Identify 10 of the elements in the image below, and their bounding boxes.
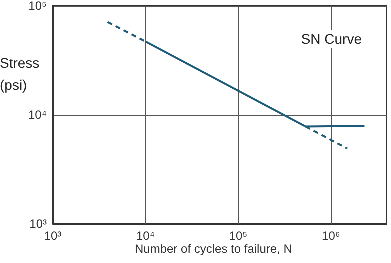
y-tick-label: 10⁵ (28, 0, 48, 13)
y-axis-title: Stress (psi) (0, 55, 40, 93)
x-tick-label: 10³ (44, 229, 62, 243)
y-tick-label: 10⁴ (28, 108, 47, 122)
text: SN Curve (301, 31, 362, 47)
x-tick-label: 10⁵ (229, 229, 248, 243)
x-tick-label: 10⁶ (322, 229, 340, 243)
x-axis-title: Number of cycles to failure, N (135, 242, 292, 256)
y-tick-label: 10³ (30, 217, 48, 231)
x-tick-label: 10⁴ (136, 229, 155, 243)
